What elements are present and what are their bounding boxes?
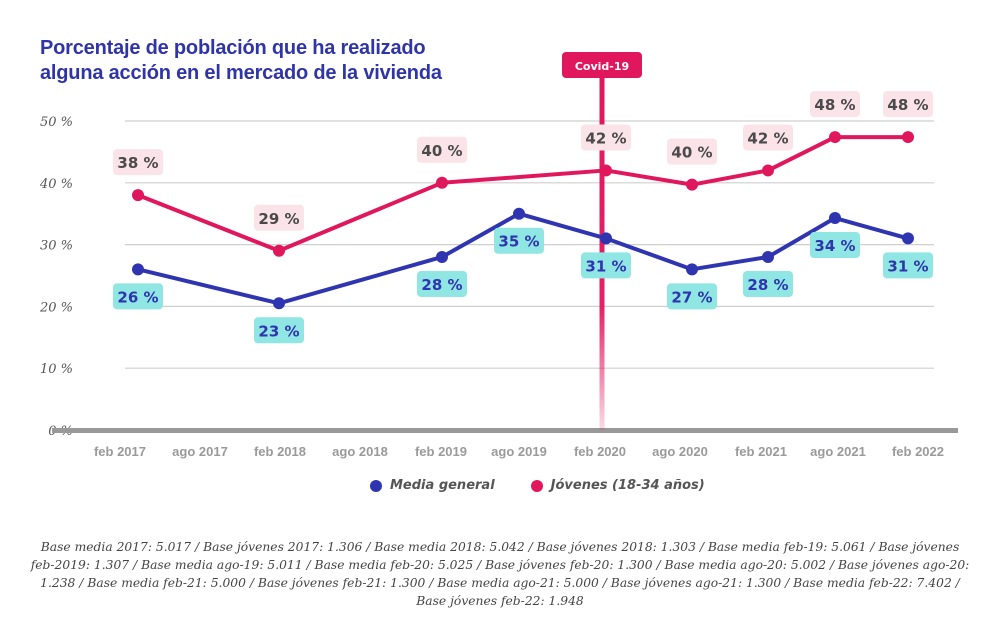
data-label-box: [417, 270, 467, 297]
data-point: [762, 250, 774, 263]
data-label-box: [667, 138, 717, 165]
x-tick-label: ago 2017: [172, 444, 228, 459]
data-label-box: [743, 270, 793, 297]
legend: Media general Jóvenes (18-34 años): [370, 478, 705, 493]
data-label-box: [810, 232, 860, 259]
data-point: [902, 131, 914, 144]
data-label: 31 %: [585, 257, 626, 275]
data-label: 27 %: [671, 288, 712, 306]
data-label: 48 %: [887, 96, 928, 114]
chart-title: Porcentaje de población que ha realizado…: [40, 36, 442, 86]
data-point: [132, 263, 144, 276]
series: [132, 131, 914, 310]
data-label-box: [581, 252, 631, 279]
y-tick-label: 20 %: [39, 300, 73, 315]
x-axis: feb 2017 ago 2017 feb 2018 ago 2018 feb 2019…: [52, 428, 958, 459]
data-label: 28 %: [421, 276, 462, 294]
data-label-box: [417, 136, 467, 163]
data-label-box: [810, 91, 860, 118]
data-point: [513, 207, 525, 220]
x-tick-label: ago 2018: [332, 444, 388, 459]
data-point: [829, 212, 841, 225]
data-label-box: [883, 91, 933, 118]
data-label-box: [581, 124, 631, 151]
data-label-box: [254, 204, 304, 231]
data-point: [273, 244, 285, 257]
data-label: 38 %: [117, 154, 158, 172]
x-tick-label: feb 2017: [94, 444, 146, 459]
data-point: [829, 131, 841, 144]
y-tick-label: 40 %: [39, 177, 73, 192]
y-axis: 0 %10 %20 %30 %40 %50 %: [39, 115, 73, 439]
legend-marker-media-general: [370, 479, 382, 492]
series-line-jovenes: [136, 135, 910, 253]
data-label-box: [883, 252, 933, 279]
x-tick-label: ago 2020: [652, 444, 708, 459]
y-tick-label: 30 %: [40, 239, 73, 254]
data-label: 40 %: [421, 142, 462, 160]
data-point: [436, 176, 448, 189]
legend-item-jovenes: Jóvenes (18-34 años): [530, 478, 705, 493]
data-point: [600, 232, 612, 245]
data-point: [273, 297, 285, 310]
x-tick-label: feb 2022: [892, 444, 944, 459]
data-labels: 26 % 23 % 28 % 35 % 31 % 27 % 28 % 34 % 31 % 38 %…: [113, 91, 933, 344]
data-point: [600, 164, 612, 177]
data-label: 42 %: [747, 129, 788, 147]
legend-item-media-general: Media general: [370, 478, 495, 493]
data-point: [762, 164, 774, 177]
data-label-box: [113, 149, 163, 176]
data-label-box: [113, 283, 163, 310]
legend-label-jovenes: Jóvenes (18-34 años): [550, 478, 705, 493]
data-label: 48 %: [814, 96, 855, 114]
data-label: 23 %: [258, 322, 299, 340]
data-label: 29 %: [258, 210, 299, 228]
footnote-sample-bases: Base media 2017: 5.017 / Base jóvenes 20…: [30, 540, 970, 608]
data-label-box: [254, 317, 304, 344]
chart-title-line-2: alguna acción en el mercado de la vivien…: [40, 62, 442, 84]
x-tick-label: ago 2021: [810, 444, 866, 459]
data-label: 31 %: [887, 257, 928, 275]
data-label: 40 %: [671, 144, 712, 162]
covid-label-box: [562, 52, 642, 78]
legend-marker-jovenes: [530, 479, 543, 492]
x-tick-label: feb 2019: [415, 444, 467, 459]
y-tick-label: 10 %: [40, 362, 73, 377]
x-tick-label: feb 2018: [254, 444, 306, 459]
x-axis-line: [52, 428, 958, 433]
chart-title-line-1: Porcentaje de población que ha realizado: [40, 37, 426, 59]
data-label-box: [743, 124, 793, 151]
data-label: 34 %: [814, 237, 855, 255]
x-tick-label: feb 2021: [735, 444, 787, 459]
data-point: [686, 263, 698, 276]
data-label: 26 %: [117, 288, 158, 306]
data-label: 42 %: [585, 129, 626, 147]
legend-label-media-general: Media general: [390, 478, 495, 493]
data-point: [686, 178, 698, 191]
data-point: [132, 189, 144, 202]
data-point: [902, 232, 914, 245]
x-tick-label: ago 2019: [491, 444, 547, 459]
x-tick-label: feb 2020: [574, 444, 626, 459]
data-label: 35 %: [498, 233, 539, 251]
data-label: 28 %: [747, 276, 788, 294]
data-point: [436, 250, 448, 263]
covid-label: Covid-19: [575, 60, 629, 73]
data-label-box: [667, 283, 717, 310]
data-label-box: [494, 227, 544, 254]
y-tick-label: 50 %: [40, 115, 73, 130]
